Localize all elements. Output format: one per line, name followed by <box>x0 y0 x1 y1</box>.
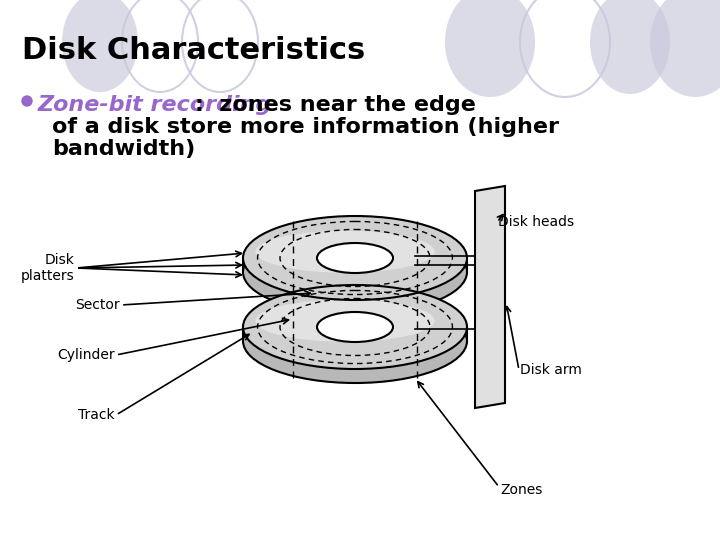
Polygon shape <box>475 186 505 408</box>
Ellipse shape <box>445 0 535 97</box>
Text: bandwidth): bandwidth) <box>52 139 195 159</box>
Ellipse shape <box>243 285 467 369</box>
Ellipse shape <box>62 0 138 92</box>
Text: Disk heads: Disk heads <box>498 215 574 229</box>
Ellipse shape <box>243 216 467 300</box>
Text: :  zones near the edge: : zones near the edge <box>195 95 476 115</box>
Ellipse shape <box>256 231 435 273</box>
Text: Cylinder: Cylinder <box>58 348 115 362</box>
Ellipse shape <box>317 243 393 273</box>
Ellipse shape <box>243 299 467 383</box>
Text: Disk arm: Disk arm <box>520 363 582 377</box>
Text: of a disk store more information (higher: of a disk store more information (higher <box>52 117 559 137</box>
Text: Track: Track <box>78 408 115 422</box>
Ellipse shape <box>590 0 670 94</box>
Ellipse shape <box>650 0 720 97</box>
Ellipse shape <box>256 300 435 342</box>
Text: Sector: Sector <box>76 298 120 312</box>
Circle shape <box>22 96 32 106</box>
Polygon shape <box>243 258 467 272</box>
Ellipse shape <box>243 230 467 314</box>
Ellipse shape <box>317 312 393 342</box>
Text: Zones: Zones <box>500 483 542 497</box>
Text: Disk
platters: Disk platters <box>22 253 75 283</box>
Polygon shape <box>243 327 467 341</box>
Text: Disk Characteristics: Disk Characteristics <box>22 36 365 65</box>
Text: Zone-bit recording: Zone-bit recording <box>38 95 272 115</box>
